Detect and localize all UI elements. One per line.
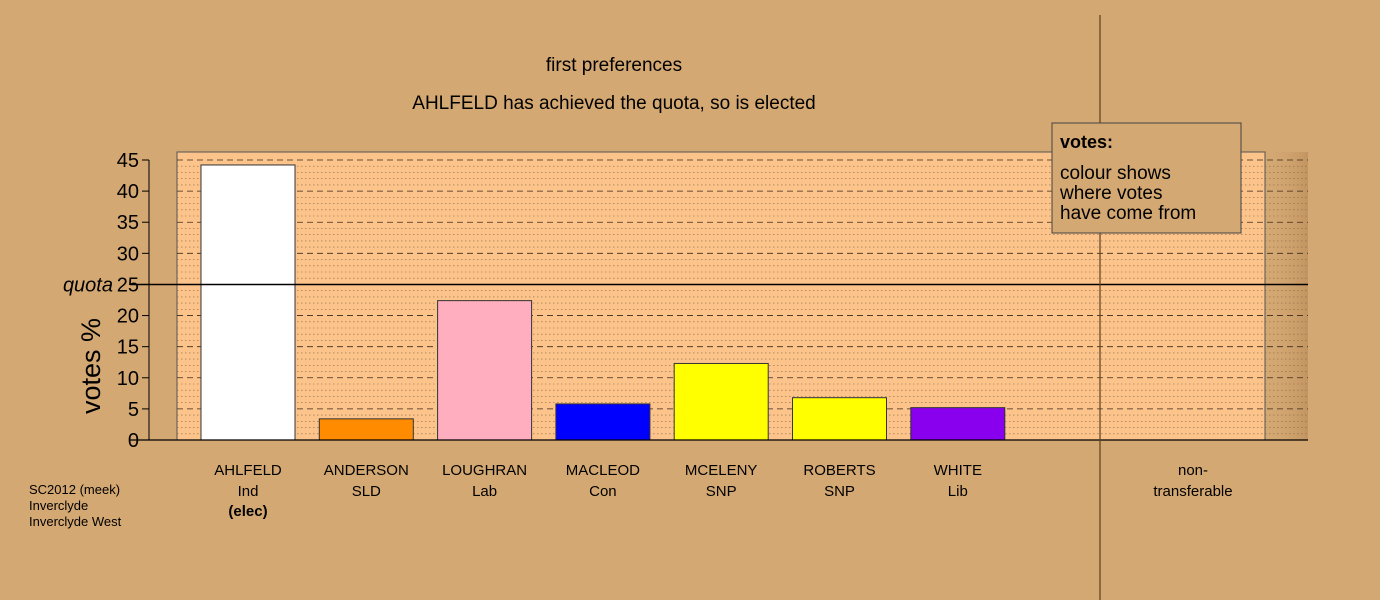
- legend-line-3: have come from: [1060, 203, 1196, 224]
- y-tick-label: 10: [117, 368, 139, 390]
- bars: [200, 164, 1006, 441]
- bar-white: [910, 407, 1006, 441]
- y-axis-label: votes %: [76, 318, 106, 414]
- y-axis: 0 5 10 15 20 25 30 35 40 45: [117, 150, 150, 452]
- y-tick-label: 5: [128, 399, 139, 421]
- x-label-party: SNP: [824, 483, 855, 500]
- legend: votes: colour shows where votes have com…: [1051, 122, 1242, 234]
- chart-subtitle: AHLFELD has achieved the quota, so is el…: [412, 93, 815, 114]
- legend-heading: votes:: [1060, 132, 1113, 152]
- nontransferable-label-1: non-: [1178, 462, 1208, 479]
- bar-ahlfeld: [200, 164, 296, 441]
- footer-line-2: Inverclyde: [29, 498, 88, 513]
- y-tick-label: 40: [117, 181, 139, 203]
- x-label-name: MACLEOD: [566, 462, 640, 479]
- y-tick-label: 30: [117, 243, 139, 265]
- x-label-name: LOUGHRAN: [442, 462, 527, 479]
- x-label-party: SNP: [706, 483, 737, 500]
- x-label-party: SLD: [352, 483, 381, 500]
- footer-line-1: SC2012 (meek): [29, 482, 120, 497]
- x-label-party: Ind: [238, 483, 259, 500]
- y-tick-label: 25: [117, 274, 139, 296]
- x-labels: AHLFELD Ind (elec) ANDERSON SLD LOUGHRAN Lab MA…: [214, 462, 982, 520]
- y-tick-label: 0: [128, 430, 139, 452]
- quota-label: quota: [63, 274, 113, 296]
- y-tick-label: 15: [117, 337, 139, 359]
- x-label-name: ROBERTS: [803, 462, 875, 479]
- x-label-party: Lib: [948, 483, 968, 500]
- x-label-name: MCELENY: [685, 462, 758, 479]
- y-tick-label: 45: [117, 150, 139, 172]
- x-label-party: Lab: [472, 483, 497, 500]
- bar-loughran: [437, 300, 533, 441]
- footer-line-3: Inverclyde West: [29, 514, 122, 529]
- nontransferable-label-2: transferable: [1153, 483, 1232, 500]
- bar-macleod: [555, 403, 651, 441]
- x-label-name: ANDERSON: [324, 462, 409, 479]
- plot-area-fade: [1265, 152, 1308, 440]
- bar-anderson: [318, 418, 414, 441]
- x-label-name: AHLFELD: [214, 462, 282, 479]
- chart-title: first preferences: [546, 55, 682, 76]
- x-label-note: (elec): [228, 503, 267, 520]
- y-tick-label: 35: [117, 212, 139, 234]
- x-label-name: WHITE: [934, 462, 982, 479]
- x-label-party: Con: [589, 483, 617, 500]
- legend-box: [1051, 122, 1242, 234]
- y-tick-label: 20: [117, 306, 139, 328]
- bar-mceleny: [673, 362, 769, 441]
- bar-roberts: [792, 397, 887, 441]
- legend-line-1: colour shows: [1060, 163, 1171, 184]
- legend-line-2: where votes: [1059, 183, 1162, 204]
